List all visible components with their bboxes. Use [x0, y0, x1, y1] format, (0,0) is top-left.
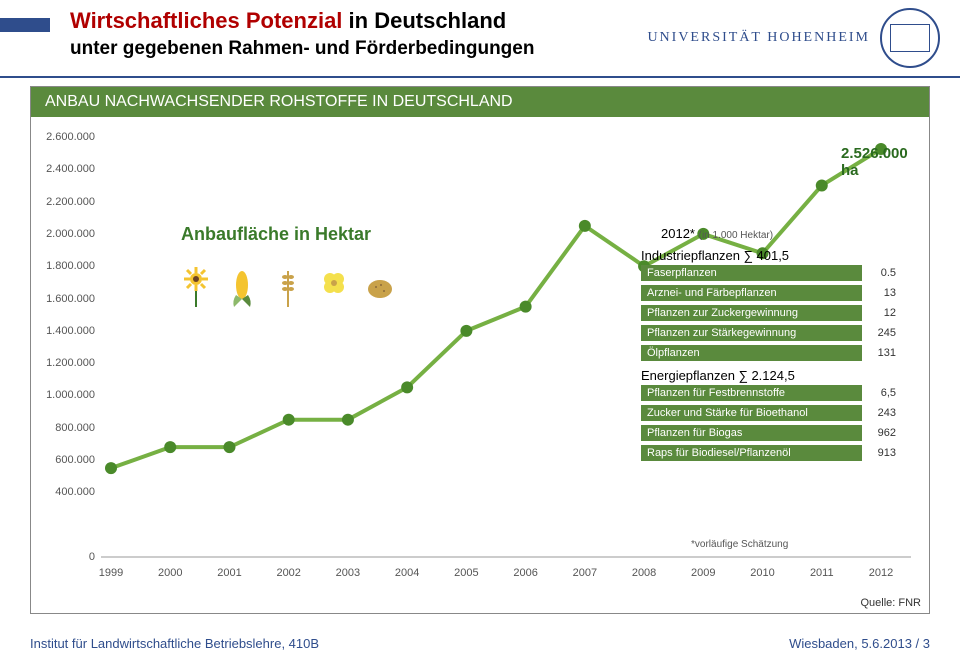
seal-icon [880, 8, 940, 68]
y-tick-label: 400.000 [35, 486, 95, 498]
slide-footer: Institut für Landwirtschaftliche Betrieb… [0, 636, 960, 651]
slide-subtitle: unter gegebenen Rahmen- und Förderbeding… [70, 38, 647, 60]
sunflower-icon [176, 263, 216, 311]
y-axis-label: Anbaufläche in Hektar [181, 224, 371, 245]
plot-area: Anbaufläche in Hektar 2.526.000 ha 2012*… [101, 127, 911, 587]
legend-row: Arznei- und Färbepflanzen [641, 285, 862, 301]
y-tick-label: 1.600.000 [35, 293, 95, 305]
endpoint-label: 2.526.000 ha [841, 145, 911, 179]
y-tick-label: 2.200.000 [35, 196, 95, 208]
y-tick-label: 800.000 [35, 422, 95, 434]
title-highlight: Wirtschaftliches Potenzial [70, 8, 342, 33]
y-tick-label: 1.200.000 [35, 357, 95, 369]
legend-row: Pflanzen zur Stärkegewinnung [641, 325, 862, 341]
rapeseed-icon [314, 263, 354, 311]
chart-title: ANBAU NACHWACHSENDER ROHSTOFFE IN DEUTSC… [31, 87, 929, 117]
y-tick-label: 600.000 [35, 454, 95, 466]
x-tick-label: 1999 [99, 567, 123, 579]
legend-row: Pflanzen für Festbrennstoffe [641, 385, 862, 401]
x-tick-label: 2011 [810, 567, 834, 579]
university-name: UNIVERSITÄT HOHENHEIM [647, 30, 870, 46]
y-tick-label: 1.000.000 [35, 389, 95, 401]
footer-right: Wiesbaden, 5.6.2013 / 3 [789, 636, 930, 651]
industrie-head: Industriepflanzen ∑ 401,5 [641, 248, 896, 263]
x-tick-label: 2002 [276, 567, 300, 579]
legend-row: Pflanzen für Biogas [641, 425, 862, 441]
legend-year-note: (in 1.000 Hektar) [699, 230, 773, 241]
slide-header: Wirtschaftliches Potenzial in Deutschlan… [0, 0, 960, 72]
x-tick-label: 2010 [750, 567, 774, 579]
industrie-legend: Industriepflanzen ∑ 401,5 Faserpflanzen0… [641, 248, 896, 363]
y-tick-label: 0 [35, 551, 95, 563]
y-tick-label: 1.800.000 [35, 260, 95, 272]
x-tick-label: 2001 [217, 567, 241, 579]
corn-icon [222, 263, 262, 311]
y-tick-label: 2.600.000 [35, 131, 95, 143]
accent-bar [0, 18, 50, 32]
chart-footnote: *vorläufige Schätzung [691, 539, 788, 550]
crop-icons [176, 263, 400, 311]
x-tick-label: 2003 [336, 567, 360, 579]
legend-row: Ölpflanzen [641, 345, 862, 361]
x-tick-label: 2008 [632, 567, 656, 579]
slide-title: Wirtschaftliches Potenzial in Deutschlan… [70, 8, 647, 34]
x-tick-label: 2004 [395, 567, 419, 579]
potato-icon [360, 263, 400, 311]
x-tick-label: 2007 [573, 567, 597, 579]
chart-source: Quelle: FNR [860, 597, 921, 609]
x-tick-label: 2006 [513, 567, 537, 579]
energie-legend: Energiepflanzen ∑ 2.124,5 Pflanzen für F… [641, 368, 896, 463]
y-tick-label: 1.400.000 [35, 325, 95, 337]
title-rest: in Deutschland [342, 8, 506, 33]
x-tick-label: 2009 [691, 567, 715, 579]
legend-row: Zucker und Stärke für Bioethanol [641, 405, 862, 421]
y-tick-label: 2.400.000 [35, 163, 95, 175]
x-tick-label: 2012 [869, 567, 893, 579]
legend-row: Raps für Biodiesel/Pflanzenöl [641, 445, 862, 461]
wheat-icon [268, 263, 308, 311]
legend-row: Faserpflanzen [641, 265, 862, 281]
university-logo: UNIVERSITÄT HOHENHEIM [647, 8, 940, 68]
x-tick-label: 2005 [454, 567, 478, 579]
legend-year-label: 2012* (in 1.000 Hektar) [661, 226, 773, 241]
x-tick-label: 2000 [158, 567, 182, 579]
header-rule [0, 76, 960, 78]
chart-container: ANBAU NACHWACHSENDER ROHSTOFFE IN DEUTSC… [30, 86, 930, 614]
legend-year: 2012* [661, 226, 695, 241]
footer-left: Institut für Landwirtschaftliche Betrieb… [30, 636, 319, 651]
legend-row: Pflanzen zur Zuckergewinnung [641, 305, 862, 321]
y-tick-label: 2.000.000 [35, 228, 95, 240]
energie-head: Energiepflanzen ∑ 2.124,5 [641, 368, 896, 383]
